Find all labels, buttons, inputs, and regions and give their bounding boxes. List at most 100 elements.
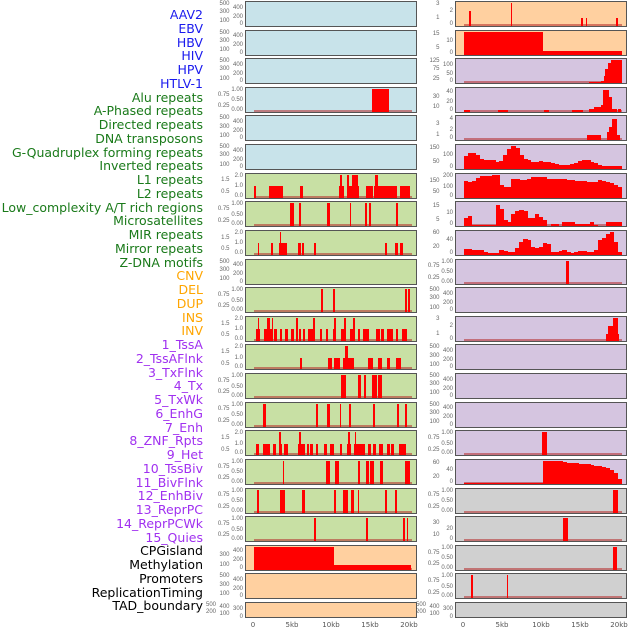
data-bar [345, 346, 348, 370]
data-bar [603, 75, 606, 84]
y-tick-label: 300 [219, 66, 230, 73]
data-bar [282, 460, 285, 484]
data-bar [325, 460, 330, 484]
track-label: HIV [181, 48, 203, 64]
data-bar [257, 489, 259, 513]
data-bar [609, 231, 615, 255]
data-bar [582, 181, 587, 198]
data-bar [534, 214, 540, 227]
data-bar [538, 176, 544, 198]
y-tick-label: 0.0 [234, 364, 243, 371]
y-tick-label: 500 [219, 1, 230, 7]
y-tick-label: 1.0 [234, 326, 243, 333]
data-bar [483, 175, 489, 198]
data-bar [475, 178, 481, 198]
y-tick-label: 1.0 [234, 440, 243, 447]
track-label: Mirror repeats [114, 240, 203, 256]
data-bar [471, 483, 477, 484]
track-label: Microsatellites [113, 213, 203, 229]
track-panel-right [455, 86, 627, 113]
data-bar [519, 210, 524, 227]
data-bar [268, 186, 283, 198]
data-bar [346, 174, 350, 198]
track-panel-left [245, 1, 417, 27]
data-bar [507, 148, 512, 170]
data-bar [297, 443, 306, 456]
data-bar [523, 180, 528, 198]
data-bar [350, 489, 354, 513]
data-bar [339, 174, 343, 198]
data-bar [483, 224, 489, 227]
y-tick-label: 0 [449, 536, 453, 543]
data-bar [582, 159, 587, 170]
data-bar [256, 443, 260, 456]
y-tick-label: 0 [449, 78, 453, 85]
y-tick-label: 100 [429, 611, 440, 618]
y-tick-label: 0.5 [221, 188, 230, 195]
y-tick-label: 0.25 [217, 389, 230, 396]
data-bar [399, 443, 407, 456]
y-tick-label: 200 [232, 271, 243, 278]
y-tick-label: 500 [219, 115, 230, 122]
data-bar [378, 375, 382, 399]
data-bar [479, 224, 485, 227]
data-bar [471, 181, 477, 198]
data-bar [386, 329, 393, 341]
data-bar [582, 464, 587, 484]
data-bar [395, 489, 397, 513]
data-bar [263, 403, 266, 427]
data-bar [464, 156, 469, 170]
y-tick-label: 0.25 [427, 446, 440, 453]
y-tick-label: 0.00 [441, 564, 453, 571]
data-bar [278, 432, 281, 456]
data-bar [597, 239, 603, 255]
y-tick-label: 0 [449, 335, 453, 342]
data-bar [376, 329, 380, 341]
data-bar [530, 218, 536, 227]
data-bar [335, 460, 339, 484]
data-bar [319, 329, 322, 341]
y-tick-label: 0.0 [234, 450, 243, 457]
y-tick-label: 100 [219, 275, 230, 282]
data-bar [491, 160, 496, 170]
y-tick-label: 1.00 [231, 86, 243, 93]
y-tick-label: 300 [429, 381, 440, 388]
track-label: 11_BivFlnk [135, 474, 203, 490]
track-label: Promoters [139, 570, 203, 586]
y-tick-label: 10 [432, 103, 440, 110]
y-tick-label: 100 [429, 304, 440, 311]
y-tick-label: 30 [432, 94, 440, 101]
track-panel-right [455, 287, 627, 314]
data-bar [495, 175, 500, 198]
y-tick-label: 10 [446, 209, 453, 216]
data-bar [566, 462, 571, 484]
data-bar [542, 432, 547, 456]
y-tick-label: 200 [442, 172, 453, 179]
data-bar [299, 432, 301, 456]
y-tick-label: 0.00 [441, 450, 453, 457]
track-panel-right [455, 144, 627, 171]
y-tick-label: 300 [429, 295, 440, 302]
y-tick-label: 0.00 [231, 106, 243, 113]
data-bar [349, 329, 355, 341]
data-bar [530, 483, 536, 484]
x-tick-label: 0 [250, 621, 256, 629]
y-tick-label: 300 [219, 581, 230, 588]
y-tick-label: 1.00 [231, 201, 243, 208]
y-tick-label: 150 [429, 144, 440, 151]
y-tick-label: 25 [432, 75, 440, 82]
data-bar [616, 134, 620, 141]
data-bar [402, 518, 405, 542]
data-bar [483, 252, 489, 255]
y-tick-label: 75 [432, 66, 440, 73]
y-tick-label: 0 [239, 564, 243, 571]
data-bar [612, 546, 617, 570]
y-tick-label: 3 [436, 1, 440, 7]
data-bar [378, 357, 382, 370]
data-bar [408, 289, 410, 313]
data-bar [464, 31, 543, 55]
data-bar [597, 466, 603, 484]
y-tick-label: 0 [449, 249, 453, 256]
track-panel-right [455, 516, 627, 543]
y-tick-label: 0.75 [217, 91, 230, 98]
